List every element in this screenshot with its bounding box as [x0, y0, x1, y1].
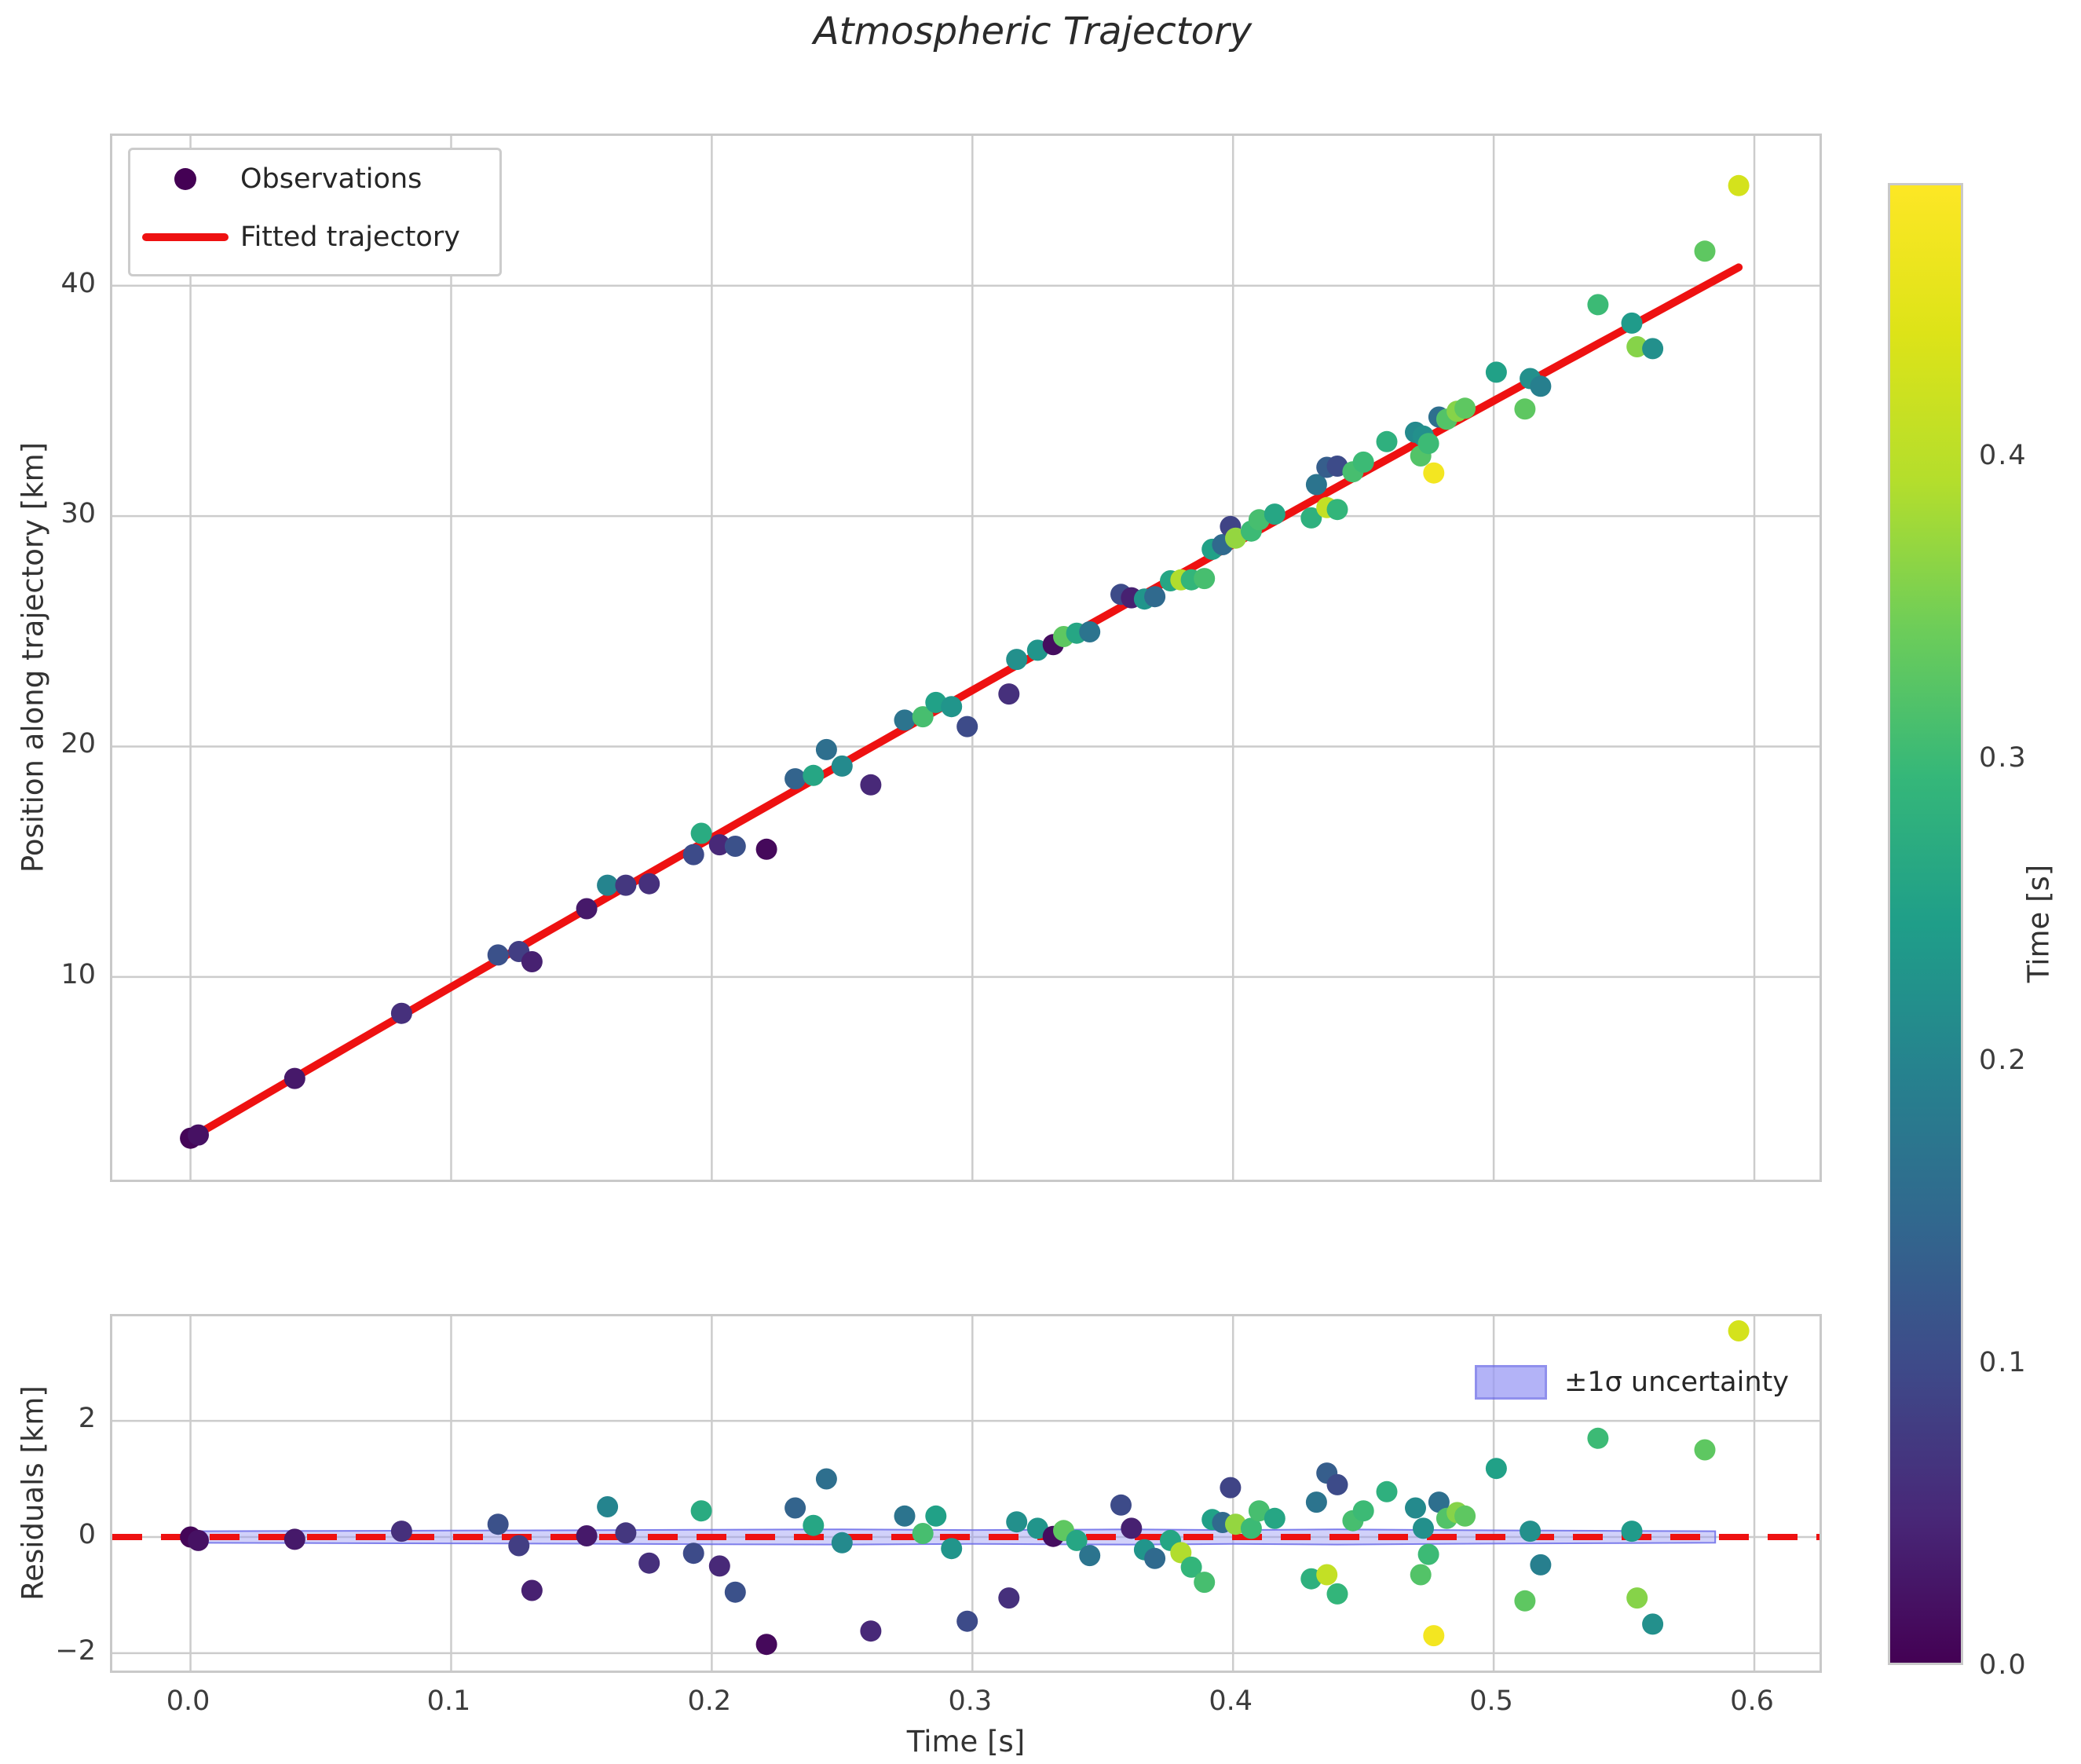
x-tick-label: 0.4 [1209, 1685, 1253, 1717]
legend-observations-label: Observations [240, 163, 422, 195]
y-tick-label: 20 [60, 728, 96, 760]
trajectory-plot-svg [112, 136, 1820, 1180]
colorbar [1888, 183, 1963, 1665]
colorbar-tick-label: 0.4 [1979, 439, 2028, 471]
x-axis-label: Time [s] [906, 1725, 1026, 1759]
y-tick-label: 30 [60, 498, 96, 530]
uncertainty-band-icon [1475, 1365, 1547, 1400]
legend-uncertainty-label: ±1σ uncertainty [1564, 1367, 1789, 1398]
residuals-plot-svg [112, 1316, 1820, 1671]
y-tick-label: 10 [60, 958, 96, 990]
x-tick-label: 0.3 [948, 1685, 993, 1717]
residuals-y-tick-label: 0 [78, 1518, 96, 1550]
trajectory-plot-area [110, 134, 1822, 1182]
fitted-line-icon [142, 233, 229, 241]
observations-marker-icon [174, 168, 196, 190]
trajectory-y-axis-label: Position along trajectory [km] [16, 441, 50, 873]
x-tick-label: 0.1 [426, 1685, 471, 1717]
colorbar-tick-label: 0.2 [1979, 1044, 2028, 1076]
x-tick-label: 0.0 [166, 1685, 210, 1717]
y-tick-label: 40 [60, 267, 96, 299]
residuals-legend: ±1σ uncertainty [1475, 1365, 1789, 1400]
x-tick-label: 0.2 [687, 1685, 732, 1717]
legend-row-observations: Observations [130, 150, 499, 208]
trajectory-legend: Observations Fitted trajectory [128, 148, 502, 276]
chart-title: Atmospheric Trajectory [813, 9, 1253, 53]
x-tick-label: 0.5 [1469, 1685, 1513, 1717]
fitted-trajectory-line [186, 263, 1743, 1143]
observations-scatter [180, 174, 1750, 1149]
legend-fitted-label: Fitted trajectory [240, 221, 460, 253]
colorbar-tick-label: 0.3 [1979, 741, 2028, 774]
colorbar-tick-label: 0.1 [1979, 1346, 2028, 1378]
residuals-scatter [180, 1320, 1750, 1656]
residuals-y-tick-label: −2 [55, 1634, 96, 1667]
x-tick-label: 0.6 [1730, 1685, 1774, 1717]
colorbar-label: Time [s] [2021, 864, 2056, 983]
legend-row-fitted: Fitted trajectory [130, 208, 499, 266]
residuals-y-tick-label: 2 [78, 1403, 96, 1435]
colorbar-tick-label: 0.0 [1979, 1649, 2028, 1681]
residuals-y-axis-label: Residuals [km] [16, 1385, 50, 1601]
